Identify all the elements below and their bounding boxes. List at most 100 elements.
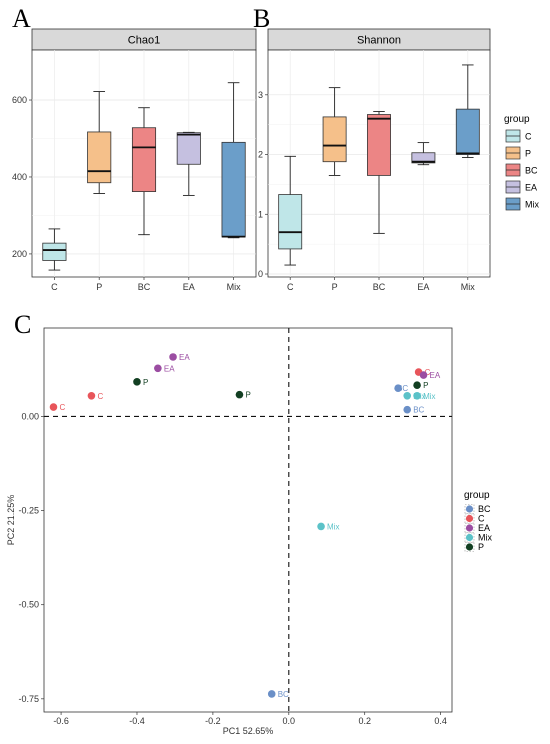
chao1-box-c — [42, 242, 67, 261]
pcoa-point-label-p: P — [143, 378, 148, 387]
pcoa-point-label-c: C — [425, 368, 431, 377]
shannon-box-mix — [455, 108, 480, 155]
pcoa-point-label-ea: EA — [430, 371, 441, 380]
shannon-x-tick-label: EA — [417, 282, 429, 292]
pcoa-point-label-c: C — [97, 392, 103, 401]
pcoa-x-tick-label: 0.4 — [434, 716, 447, 726]
chao1-box-mix — [221, 141, 246, 238]
pcoa-point-mix — [403, 391, 412, 400]
pcoa-x-axis-title: PC1 52.65% — [223, 726, 274, 736]
pcoa-point-label-mix: Mix — [327, 522, 339, 531]
pcoa-y-tick-label: 0.00 — [21, 411, 39, 421]
shannon-x-tick-label: P — [332, 282, 338, 292]
chao1-y-tick-label: 600 — [12, 95, 27, 105]
pcoa-y-tick-label: -0.25 — [18, 506, 39, 516]
pcoa-point-p — [133, 378, 141, 386]
pcoa-x-tick-label: 0.2 — [358, 716, 371, 726]
pcoa-point-bc — [394, 384, 402, 393]
legend-c-key-box — [464, 542, 475, 552]
chao1-x-tick-label: BC — [138, 282, 151, 292]
pcoa-x-tick-label: -0.4 — [129, 716, 145, 726]
shannon-box-p — [322, 116, 347, 163]
chao1-x-tick-label: EA — [183, 282, 195, 292]
chao1-x-tick-label: C — [51, 282, 58, 292]
chao1-x-tick-label: P — [96, 282, 102, 292]
shannon-marks: C P BC EA Mix 0 1 2 3 — [258, 50, 490, 292]
pcoa-point-ea — [419, 371, 428, 379]
legend-c-key-box — [464, 532, 475, 543]
legend-ab-label-ea: EA — [525, 183, 537, 193]
pcoa-y-tick-label: -0.50 — [18, 600, 39, 610]
shannon-x-tick-label: Mix — [461, 282, 475, 292]
shannon-x-tick-label: C — [287, 282, 294, 292]
chao1-marks: C P BC EA Mix 200 400 600 — [12, 50, 256, 292]
pcoa-point-p — [235, 390, 244, 399]
chao1-box-ea — [176, 132, 201, 165]
chao1-y-tick-label: 200 — [12, 249, 27, 259]
panel-letter-b: B — [253, 4, 270, 33]
pcoa-point-label-p: P — [245, 391, 250, 400]
shannon-box-bc — [367, 114, 391, 176]
legend-c-label-mix: Mix — [478, 533, 492, 543]
chao1-strip-title: Chao1 — [128, 35, 160, 47]
legend-c-label-ea: EA — [478, 523, 490, 533]
legend-c-key-box — [464, 523, 475, 533]
shannon-box-ea — [411, 152, 436, 164]
legend-c-label-p: P — [478, 542, 484, 552]
chao1-y-tick-label: 400 — [12, 172, 27, 182]
pcoa-point-label-ea: EA — [179, 353, 190, 362]
pcoa-point-label-c: C — [59, 403, 65, 412]
legend-c-title: group — [464, 490, 490, 501]
pcoa-point-p — [413, 381, 421, 390]
pcoa-point-mix — [317, 522, 325, 531]
legend-ab-title: group — [504, 114, 530, 125]
pcoa-x-tick-label: -0.6 — [53, 716, 69, 726]
pcoa-point-ea — [169, 353, 177, 361]
legend-c-swatch-bc — [465, 505, 474, 513]
pcoa-point-ea — [154, 364, 162, 373]
pcoa-marks: -0.6 -0.4 -0.2 0.0 0.2 0.4 0.00 -0.25 -0.50 -0.75… — [18, 328, 452, 726]
pcoa-y-tick-label: -0.75 — [18, 694, 39, 704]
legend-c-swatch-c — [465, 514, 474, 523]
pcoa-point-label-mix: Mix — [423, 392, 435, 401]
pcoa-point-label-ea: EA — [164, 364, 175, 373]
shannon-panel: Shannon C P BC EA Mix 0 1 2 3 — [258, 28, 491, 292]
legend-c-key-box — [464, 513, 475, 524]
pcoa-point-bc — [403, 405, 412, 414]
legend-c-label-c: C — [478, 514, 485, 524]
chao1-panel: Chao1 C P BC EA Mix 200 400 600 — [12, 28, 257, 292]
pcoa-y-axis-title: PC2 21.25% — [6, 495, 16, 546]
legend-ab-label-p: P — [525, 149, 531, 159]
legend-ab: group CP BC EA Mix — [504, 114, 539, 211]
pcoa-point-label-bc: BC — [397, 384, 408, 393]
legend-ab-items: CP BC EA Mix — [505, 129, 539, 211]
shannon-y-tick-label: 3 — [258, 90, 263, 100]
shannon-box-c — [278, 194, 303, 250]
pcoa-point-label-p: P — [423, 381, 428, 390]
pcoa-point-mix — [413, 391, 421, 400]
legend-c-swatch-ea — [465, 524, 474, 532]
pcoa-plot-area — [43, 327, 453, 713]
shannon-x-tick-label: BC — [373, 282, 386, 292]
legend-ab-label-c: C — [525, 132, 532, 142]
panel-letter-a: A — [12, 4, 31, 33]
pcoa-x-tick-label: -0.2 — [205, 716, 221, 726]
legend-ab-label-bc: BC — [525, 166, 538, 176]
pcoa-panel: -0.6 -0.4 -0.2 0.0 0.2 0.4 0.00 -0.25 -0.50 -0.75… — [6, 327, 453, 736]
legend-ab-label-mix: Mix — [525, 200, 539, 210]
pcoa-x-tick-label: 0.0 — [283, 716, 296, 726]
shannon-y-tick-label: 2 — [258, 150, 263, 160]
shannon-y-tick-label: 1 — [258, 209, 263, 219]
pcoa-point-label-bc: BC — [413, 406, 424, 415]
legend-c-key-box — [464, 504, 475, 514]
legend-c-swatch-p — [465, 543, 474, 551]
pcoa-point-bc — [267, 690, 276, 698]
legend-c-label-bc: BC — [478, 504, 491, 514]
legend-c-swatch-mix — [465, 533, 474, 542]
pcoa-point-c — [49, 403, 58, 411]
pcoa-point-c — [87, 391, 96, 400]
pcoa-point-label-bc: BC — [278, 690, 289, 699]
